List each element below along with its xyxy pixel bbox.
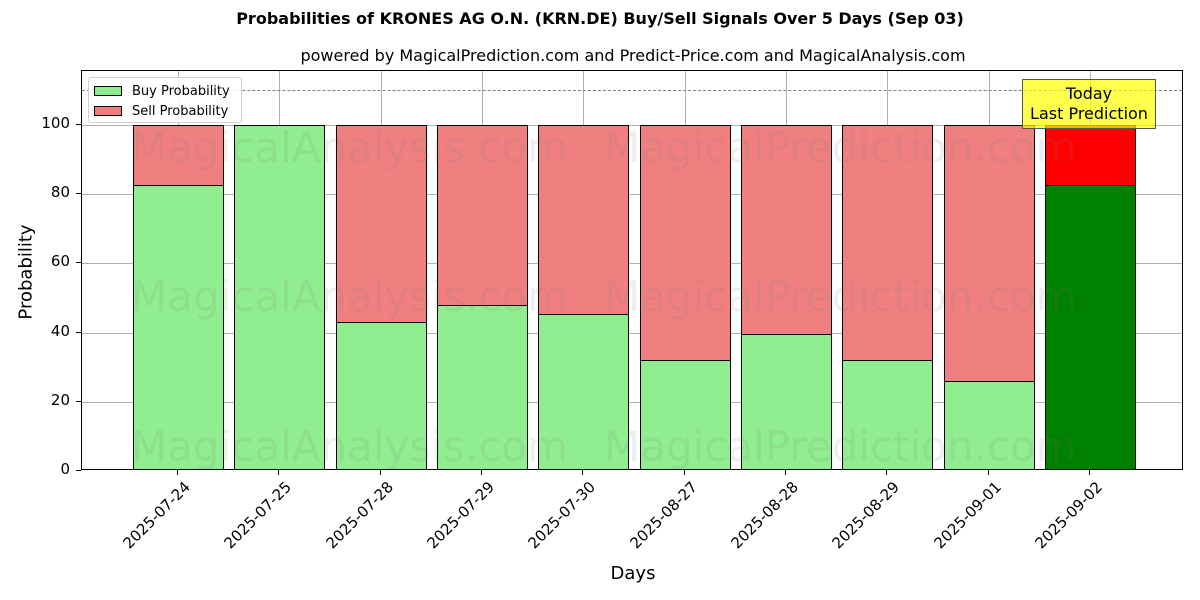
legend-item-buy: Buy Probability: [94, 82, 230, 100]
x-tick: [582, 470, 583, 475]
y-tick: [76, 193, 81, 195]
x-tick-label: 2025-07-29: [423, 478, 498, 553]
x-tick: [684, 470, 685, 475]
x-tick-label: 2025-07-24: [119, 478, 194, 553]
y-tick-label: 20: [50, 390, 70, 409]
x-tick: [177, 470, 178, 475]
y-tick: [76, 262, 81, 264]
bar-buy: [740, 333, 832, 469]
x-tick: [1089, 470, 1090, 475]
bar-sell: [1044, 125, 1136, 187]
y-tick-label: 40: [50, 321, 70, 340]
y-tick-label: 60: [50, 252, 70, 271]
bar-buy: [943, 381, 1035, 469]
gridline-y: [82, 263, 1182, 265]
bar-buy: [537, 314, 629, 469]
bar-buy: [233, 125, 325, 469]
y-axis-title: Probability: [15, 224, 37, 320]
bar-buy: [335, 321, 427, 469]
y-tick: [76, 331, 81, 333]
x-axis-title: Days: [610, 563, 656, 584]
annotation-line1: Today: [1065, 84, 1113, 103]
chart-subtitle: powered by MagicalPrediction.com and Pre…: [300, 46, 966, 65]
legend-item-sell: Sell Probability: [94, 102, 228, 120]
bar-sell: [132, 125, 224, 187]
sell-swatch-icon: [94, 106, 122, 116]
legend-buy-label: Buy Probability: [132, 83, 230, 99]
legend-sell-label: Sell Probability: [132, 103, 229, 119]
legend: Buy Probability Sell Probability: [88, 77, 242, 123]
x-tick-label: 2025-09-02: [1031, 478, 1106, 553]
bar-buy: [639, 360, 731, 469]
bar-sell: [436, 125, 528, 307]
bar-sell: [943, 125, 1035, 383]
bar-buy: [436, 305, 528, 469]
chart-title: Probabilities of KRONES AG O.N. (KRN.DE)…: [236, 9, 964, 28]
reference-line: [82, 90, 1182, 92]
bar-buy: [132, 185, 224, 469]
x-tick: [785, 470, 786, 475]
bar-sell: [639, 125, 731, 362]
y-tick-label: 80: [50, 183, 70, 202]
plot-area: MagicalAnalysis.comMagicalPrediction.com…: [81, 70, 1183, 470]
annotation-line2: Last Prediction: [1030, 104, 1148, 123]
bar-sell: [335, 125, 427, 323]
bar-buy: [841, 360, 933, 469]
y-tick: [76, 124, 81, 125]
x-tick-label: 2025-09-01: [930, 478, 1005, 553]
x-tick-label: 2025-07-30: [524, 478, 599, 553]
x-tick-label: 2025-07-28: [322, 478, 397, 553]
gridline-y: [82, 194, 1182, 196]
bar-sell: [740, 125, 832, 335]
buy-swatch-icon: [94, 86, 122, 96]
x-tick-label: 2025-08-29: [828, 478, 903, 553]
gridline-y: [82, 125, 1182, 126]
bar-buy: [1044, 185, 1136, 469]
bar-sell: [537, 125, 629, 316]
x-tick: [481, 470, 482, 475]
x-tick-label: 2025-08-27: [626, 478, 701, 553]
bar-sell: [841, 125, 933, 362]
gridline-y: [82, 401, 1182, 403]
y-tick: [76, 470, 81, 471]
y-tick: [76, 400, 81, 402]
x-tick: [278, 470, 279, 475]
x-tick: [988, 470, 989, 475]
y-tick-label: 0: [60, 460, 70, 478]
x-tick-label: 2025-07-25: [220, 478, 295, 553]
x-tick-label: 2025-08-28: [727, 478, 802, 553]
gridline-y: [82, 332, 1182, 334]
y-tick-label: 100: [41, 114, 70, 132]
x-tick: [380, 470, 381, 475]
x-tick: [886, 470, 887, 475]
today-annotation: Today Last Prediction: [1022, 79, 1156, 129]
